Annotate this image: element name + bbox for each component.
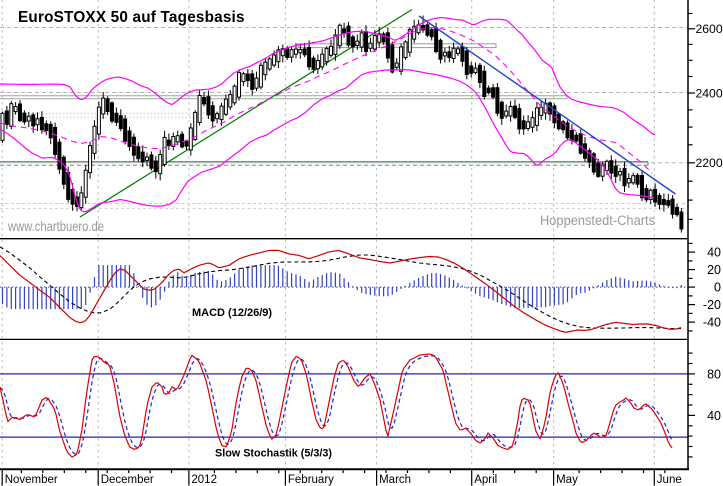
svg-text:February: February: [288, 474, 334, 486]
svg-text:-40: -40: [703, 316, 721, 330]
svg-text:2012: 2012: [191, 474, 217, 486]
svg-text:40: 40: [707, 409, 721, 423]
svg-text:November: November: [5, 474, 58, 486]
svg-text:0: 0: [714, 281, 721, 295]
svg-text:2200: 2200: [696, 156, 723, 170]
svg-text:80: 80: [707, 367, 721, 381]
svg-text:Hoppenstedt-Charts: Hoppenstedt-Charts: [540, 213, 655, 228]
svg-text:June: June: [657, 474, 682, 486]
svg-text:-20: -20: [703, 298, 721, 312]
svg-text:www.chartbuero.de: www.chartbuero.de: [7, 219, 104, 234]
svg-text:March: March: [379, 474, 411, 486]
svg-text:2400: 2400: [696, 86, 723, 100]
svg-text:MACD (12/26/9): MACD (12/26/9): [192, 307, 272, 319]
svg-text:EuroSTOXX 50 auf Tagesbasis: EuroSTOXX 50 auf Tagesbasis: [18, 9, 245, 26]
svg-text:2600: 2600: [696, 22, 723, 36]
svg-text:May: May: [556, 474, 578, 486]
svg-text:20: 20: [707, 263, 721, 277]
svg-text:Slow Stochastik (5/3/3): Slow Stochastik (5/3/3): [215, 448, 332, 460]
svg-text:December: December: [101, 474, 154, 486]
svg-text:40: 40: [707, 246, 721, 260]
svg-text:April: April: [474, 474, 497, 486]
